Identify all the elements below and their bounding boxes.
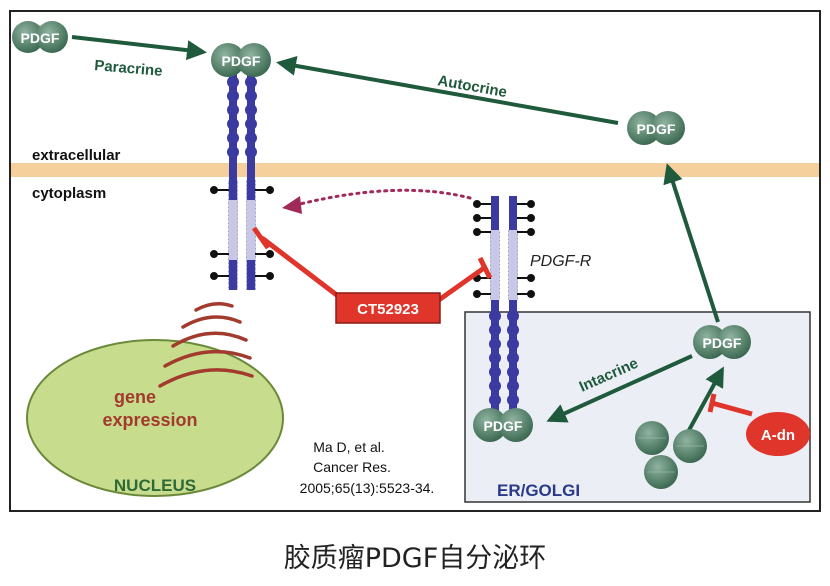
a-dn-label: A-dn xyxy=(761,427,795,444)
paracrine-arrow xyxy=(71,35,207,61)
citation-line3: 2005;65(13):5523-34. xyxy=(300,480,435,496)
inhibitor-ct52923 xyxy=(335,292,441,324)
pdgf-label-intracellular: PDGF xyxy=(484,418,523,434)
pdgf-r-label: PDGF-R xyxy=(530,253,592,270)
citation: Ma D, et al. Cancer Res. 2005;65(13):552… xyxy=(300,439,435,496)
cell-membrane xyxy=(11,163,819,177)
signal-arcs xyxy=(158,302,254,388)
pdgf-dimer-bound: PDGF xyxy=(211,43,271,77)
paracrine-label: Paracrine xyxy=(94,57,164,80)
a-dn-inhibitor xyxy=(746,412,810,456)
pdgf-dimer-intracellular: PDGF xyxy=(473,408,533,442)
inhibitor-label: CT52923 xyxy=(357,301,419,318)
pdgf-dimer-golgi: PDGF xyxy=(693,325,751,359)
cytoplasm-label: cytoplasm xyxy=(32,185,106,202)
gene-expression-label-line2: expression xyxy=(102,410,197,430)
autocrine-arrow xyxy=(276,55,619,125)
nucleus-label: NUCLEUS xyxy=(114,476,196,495)
signaling-arrows xyxy=(71,35,724,433)
trafficking-arrow xyxy=(282,188,472,214)
gene-expression-label-line1: gene xyxy=(114,387,156,407)
pdgf-label-golgi: PDGF xyxy=(703,335,742,351)
secretion-arrow xyxy=(663,163,720,323)
er-golgi-compartment xyxy=(464,311,811,503)
pdgf-monomers xyxy=(635,421,707,489)
pdgf-label-paracrine: PDGF xyxy=(21,30,60,46)
nucleus xyxy=(26,339,284,497)
citation-line1: Ma D, et al. xyxy=(313,439,385,455)
pdgf-dimer-paracrine: PDGF xyxy=(12,21,68,53)
pdgf-label-bound: PDGF xyxy=(222,53,261,69)
pdgf-dimer-secreted: PDGF xyxy=(627,111,685,145)
processing-arrow xyxy=(686,366,724,433)
pdgf-label-secreted: PDGF xyxy=(637,121,676,137)
extracellular-label: extracellular xyxy=(32,147,121,164)
intacrine-arrow xyxy=(546,354,693,423)
inhibitor-bars xyxy=(251,226,753,417)
surface-receptor xyxy=(210,72,274,290)
citation-line2: Cancer Res. xyxy=(313,459,391,475)
er-receptor xyxy=(473,196,535,426)
er-golgi-label: ER/GOLGI xyxy=(497,481,580,500)
diagram-caption: 胶质瘤PDGF自分泌环 xyxy=(283,543,547,574)
